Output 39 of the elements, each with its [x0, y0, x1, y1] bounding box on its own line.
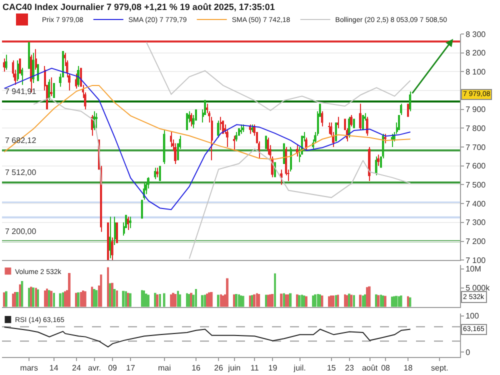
x-tick-label: avr. — [88, 364, 101, 373]
x-tick-label: juil. — [292, 364, 306, 373]
x-tick-label: 15 — [326, 364, 336, 373]
x-tick-label: 09 — [108, 364, 118, 373]
x-tick-label: 16 — [192, 364, 202, 373]
y-tick-label: 7 400 — [466, 199, 486, 208]
x-tick-label: 18 — [404, 364, 414, 373]
ref-line-label: 7 941,91 — [5, 87, 37, 96]
y-tick-label: 7 300 — [466, 218, 486, 228]
y-tick-label: 7 600 — [466, 162, 486, 171]
y-tick-label: 10M — [466, 264, 482, 274]
y-tick-label: 8 100 — [466, 67, 486, 76]
ref-line-label: 7 200,00 — [5, 227, 37, 236]
x-tick-label: 26 — [214, 364, 224, 373]
y-tick-label: 7 100 — [466, 256, 486, 265]
x-tick-label: sept. — [431, 364, 448, 373]
x-tick-label: 17 — [126, 364, 136, 373]
y-tick-label: 100 — [466, 312, 480, 321]
y-tick-label: 7 900 — [466, 105, 486, 114]
x-tick-label: mars — [20, 364, 38, 373]
y-tick-label: 0 — [466, 348, 471, 357]
y-tick-label: 8 200 — [466, 48, 486, 58]
x-tick-label: mai — [158, 364, 172, 373]
y-tick-label: 5 000k — [466, 284, 491, 293]
y-tick-label: 7 500 — [466, 180, 486, 190]
x-tick-label: 19 — [268, 364, 278, 373]
chart-title: CAC40 Index Journalier 7 979,08 +1,21 % 19 août 2025, 17:35:01 — [2, 2, 275, 12]
x-tick-label: 08 — [381, 364, 391, 373]
x-tick-label: 11 — [250, 364, 260, 373]
y-tick-label: 8 300 — [466, 30, 486, 39]
y-tick-label: 7 700 — [466, 142, 486, 152]
y-tick-label: 7 800 — [466, 124, 486, 134]
ref-line-label: 7 512,00 — [5, 168, 37, 177]
y-tick-label: 7 200 — [466, 237, 486, 246]
x-tick-label: 24 — [72, 364, 82, 373]
x-tick-label: 14 — [49, 364, 59, 373]
x-tick-label: juin — [227, 364, 241, 373]
x-tick-label: août — [362, 364, 378, 373]
x-tick-label: 23 — [344, 364, 354, 373]
